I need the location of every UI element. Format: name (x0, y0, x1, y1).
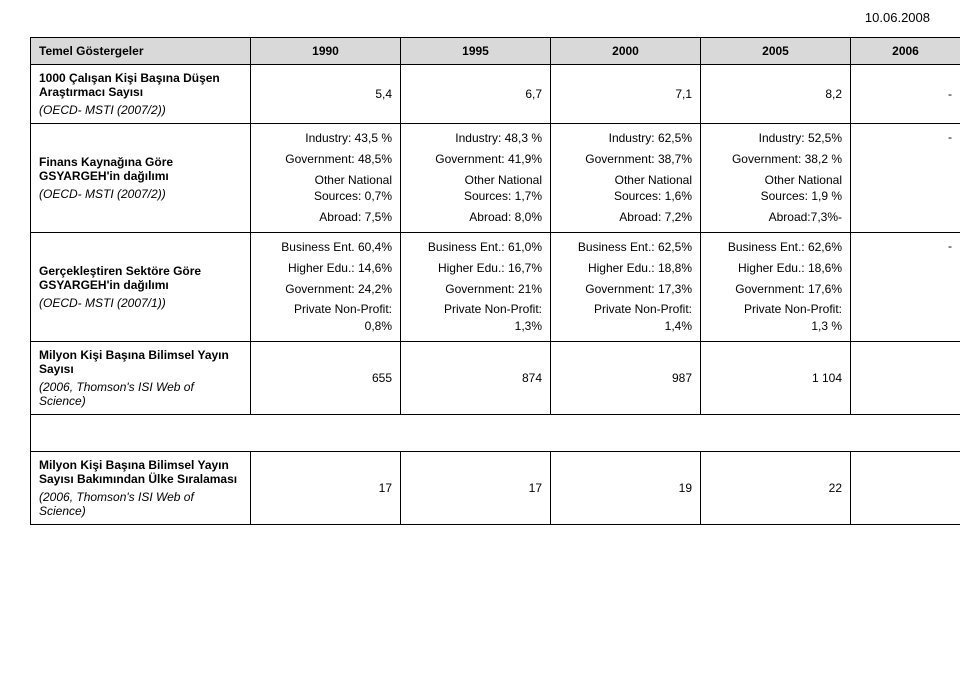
page: 10.06.2008 Temel Göstergeler 1990 1995 2… (0, 0, 960, 525)
cell: 8,2 (701, 65, 851, 124)
row-label-sub: (OECD- MSTI (2007/2)) (39, 187, 242, 201)
header-1995: 1995 (401, 38, 551, 65)
stack: Industry: 62,5% Government: 38,7% Other … (559, 130, 692, 226)
cell: Industry: 62,5% Government: 38,7% Other … (551, 124, 701, 233)
line: Industry: 62,5% (559, 130, 692, 147)
line: Private Non-Profit: 1,3% (409, 301, 542, 335)
line: Business Ent. 60,4% (259, 239, 392, 256)
cell: Business Ent. 60,4% Higher Edu.: 14,6% G… (251, 232, 401, 341)
line: Business Ent.: 62,5% (559, 239, 692, 256)
line: Other National Sources: 1,9 % (709, 172, 842, 206)
cell (851, 341, 960, 414)
cell: - (851, 124, 960, 233)
table-row: Finans Kaynağına Göre GSYARGEH'in dağılı… (31, 124, 960, 233)
cell: 874 (401, 341, 551, 414)
cell: 7,1 (551, 65, 701, 124)
line: Other National Sources: 1,6% (559, 172, 692, 206)
stack: Industry: 43,5 % Government: 48,5% Other… (259, 130, 392, 226)
indicators-table: Temel Göstergeler 1990 1995 2000 2005 20… (30, 37, 960, 525)
spacer-cell (31, 414, 960, 451)
row-label: Milyon Kişi Başına Bilimsel Yayın Sayısı… (31, 451, 251, 524)
line: Private Non-Profit: 1,4% (559, 301, 692, 335)
line: Other National Sources: 0,7% (259, 172, 392, 206)
row-label-main: Milyon Kişi Başına Bilimsel Yayın Sayısı… (39, 458, 242, 486)
line: Higher Edu.: 16,7% (409, 260, 542, 277)
line: Business Ent.: 62,6% (709, 239, 842, 256)
header-label: Temel Göstergeler (31, 38, 251, 65)
row-label: 1000 Çalışan Kişi Başına Düşen Araştırma… (31, 65, 251, 124)
row-label-main: Gerçekleştiren Sektöre Göre GSYARGEH'in … (39, 264, 242, 292)
stack: Business Ent.: 61,0% Higher Edu.: 16,7% … (409, 239, 542, 335)
line: Industry: 43,5 % (259, 130, 392, 147)
line: Industry: 52,5% (709, 130, 842, 147)
cell: Industry: 52,5% Government: 38,2 % Other… (701, 124, 851, 233)
line: Higher Edu.: 18,6% (709, 260, 842, 277)
table-row: Milyon Kişi Başına Bilimsel Yayın Sayısı… (31, 451, 960, 524)
row-label-sub: (OECD- MSTI (2007/2)) (39, 103, 242, 117)
stack: Industry: 52,5% Government: 38,2 % Other… (709, 130, 842, 226)
table-row: Gerçekleştiren Sektöre Göre GSYARGEH'in … (31, 232, 960, 341)
cell: 22 (701, 451, 851, 524)
line: Private Non-Profit: 0,8% (259, 301, 392, 335)
line: Higher Edu.: 18,8% (559, 260, 692, 277)
cell: Business Ent.: 62,6% Higher Edu.: 18,6% … (701, 232, 851, 341)
row-label-sub: (2006, Thomson's ISI Web of Science) (39, 380, 242, 408)
cell: - (851, 65, 960, 124)
row-label: Finans Kaynağına Göre GSYARGEH'in dağılı… (31, 124, 251, 233)
cell: Industry: 48,3 % Government: 41,9% Other… (401, 124, 551, 233)
header-1990: 1990 (251, 38, 401, 65)
line: Government: 48,5% (259, 151, 392, 168)
row-label: Milyon Kişi Başına Bilimsel Yayın Sayısı… (31, 341, 251, 414)
cell: 5,4 (251, 65, 401, 124)
table-row: 1000 Çalışan Kişi Başına Düşen Araştırma… (31, 65, 960, 124)
cell: - (851, 232, 960, 341)
cell (851, 451, 960, 524)
line: Government: 41,9% (409, 151, 542, 168)
line: Industry: 48,3 % (409, 130, 542, 147)
line: Government: 21% (409, 281, 542, 298)
row-label-main: Milyon Kişi Başına Bilimsel Yayın Sayısı (39, 348, 242, 376)
stack: Business Ent.: 62,5% Higher Edu.: 18,8% … (559, 239, 692, 335)
cell: 1 104 (701, 341, 851, 414)
line: Higher Edu.: 14,6% (259, 260, 392, 277)
cell: Business Ent.: 62,5% Higher Edu.: 18,8% … (551, 232, 701, 341)
table-spacer (31, 414, 960, 451)
line: Government: 38,2 % (709, 151, 842, 168)
line: Government: 38,7% (559, 151, 692, 168)
cell: Business Ent.: 61,0% Higher Edu.: 16,7% … (401, 232, 551, 341)
line: Abroad: 8,0% (409, 209, 542, 226)
line: Abroad: 7,5% (259, 209, 392, 226)
line: Abroad: 7,2% (559, 209, 692, 226)
cell: 17 (401, 451, 551, 524)
row-label-main: 1000 Çalışan Kişi Başına Düşen Araştırma… (39, 71, 242, 99)
cell: 987 (551, 341, 701, 414)
line: Government: 24,2% (259, 281, 392, 298)
row-label: Gerçekleştiren Sektöre Göre GSYARGEH'in … (31, 232, 251, 341)
row-label-main: Finans Kaynağına Göre GSYARGEH'in dağılı… (39, 155, 242, 183)
line: Other National Sources: 1,7% (409, 172, 542, 206)
row-label-sub: (OECD- MSTI (2007/1)) (39, 296, 242, 310)
header-2005: 2005 (701, 38, 851, 65)
table-row: Milyon Kişi Başına Bilimsel Yayın Sayısı… (31, 341, 960, 414)
cell: Industry: 43,5 % Government: 48,5% Other… (251, 124, 401, 233)
stack: Business Ent.: 62,6% Higher Edu.: 18,6% … (709, 239, 842, 335)
page-date: 10.06.2008 (30, 10, 930, 25)
row-label-sub: (2006, Thomson's ISI Web of Science) (39, 490, 242, 518)
line: Government: 17,6% (709, 281, 842, 298)
cell: 6,7 (401, 65, 551, 124)
cell: 655 (251, 341, 401, 414)
stack: Industry: 48,3 % Government: 41,9% Other… (409, 130, 542, 226)
line: Business Ent.: 61,0% (409, 239, 542, 256)
stack: Business Ent. 60,4% Higher Edu.: 14,6% G… (259, 239, 392, 335)
line: Abroad:7,3%- (709, 209, 842, 226)
header-2000: 2000 (551, 38, 701, 65)
line: Private Non-Profit: 1,3 % (709, 301, 842, 335)
cell: 17 (251, 451, 401, 524)
table-header-row: Temel Göstergeler 1990 1995 2000 2005 20… (31, 38, 960, 65)
cell: 19 (551, 451, 701, 524)
header-2006: 2006 (851, 38, 960, 65)
line: Government: 17,3% (559, 281, 692, 298)
